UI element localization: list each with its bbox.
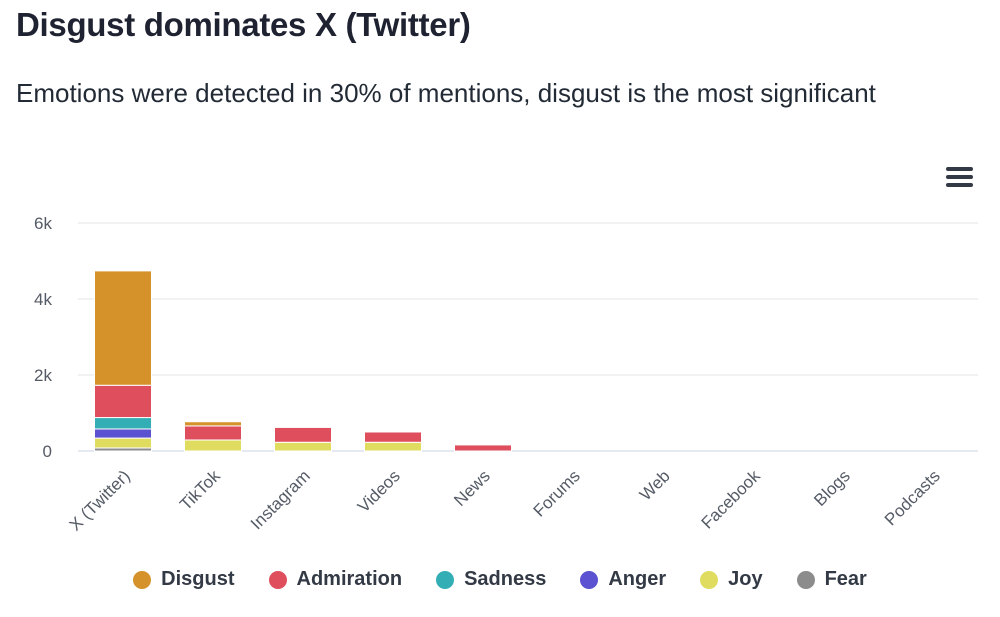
x-tick-label: X (Twitter) (66, 466, 134, 534)
bar-joy-2[interactable] (274, 441, 332, 452)
x-tick-label: Web (636, 466, 674, 504)
legend-item-anger[interactable]: Anger (580, 568, 666, 591)
bar-anger-0[interactable] (94, 428, 152, 439)
legend-label: Admiration (296, 568, 403, 590)
legend-label: Fear (824, 568, 867, 590)
bar-joy-0[interactable] (94, 437, 152, 449)
x-tick-label: Videos (354, 466, 404, 516)
y-tick-label: 0 (43, 442, 52, 461)
y-tick-label: 6k (34, 214, 52, 233)
legend-item-joy[interactable]: Joy (700, 568, 763, 591)
bar-joy-3[interactable] (364, 441, 422, 452)
bar-joy-1[interactable] (184, 439, 242, 452)
bar-admiration-1[interactable] (184, 425, 242, 441)
bar-admiration-3[interactable] (364, 431, 422, 443)
chart-legend: Disgust Admiration Sadness Anger Joy Fear (0, 568, 1000, 591)
x-tick-label: Instagram (247, 466, 314, 533)
legend-dot-icon (268, 570, 287, 589)
legend-item-fear[interactable]: Fear (796, 568, 867, 591)
legend-item-disgust[interactable]: Disgust (133, 568, 235, 591)
legend-label: Disgust (161, 568, 235, 590)
x-tick-label: News (450, 466, 493, 509)
y-tick-label: 4k (34, 290, 52, 309)
legend-item-admiration[interactable]: Admiration (268, 568, 403, 591)
x-tick-label: Facebook (698, 466, 765, 533)
x-tick-label: TikTok (176, 466, 224, 514)
x-tick-label: Forums (530, 466, 584, 520)
x-tick-label: Podcasts (881, 466, 944, 529)
chart-subtitle: Emotions were detected in 30% of mention… (16, 78, 876, 108)
legend-dot-icon (796, 570, 815, 589)
bar-admiration-0[interactable] (94, 384, 152, 419)
legend-label: Anger (608, 568, 667, 590)
legend-dot-icon (580, 570, 599, 589)
bar-disgust-0[interactable] (94, 270, 152, 386)
hamburger-menu-icon[interactable] (940, 162, 980, 194)
legend-label: Joy (728, 568, 763, 590)
bar-sadness-0[interactable] (94, 417, 152, 430)
legend-dot-icon (700, 570, 719, 589)
chart-title: Disgust dominates X (Twitter) (16, 6, 471, 43)
stacked-bar-chart: 0 2k 4k 6k X (Twitter) TikTok Instagram Videos N… (34, 214, 978, 535)
y-tick-label: 2k (34, 366, 52, 385)
legend-dot-icon (133, 570, 152, 589)
x-tick-label: Blogs (810, 466, 854, 510)
legend-label: Sadness (464, 568, 547, 590)
bar-admiration-2[interactable] (274, 426, 332, 443)
bar-admiration-4[interactable] (454, 444, 512, 452)
bar-disgust-1[interactable] (184, 421, 242, 427)
legend-dot-icon (436, 570, 455, 589)
legend-item-sadness[interactable]: Sadness (436, 568, 546, 591)
